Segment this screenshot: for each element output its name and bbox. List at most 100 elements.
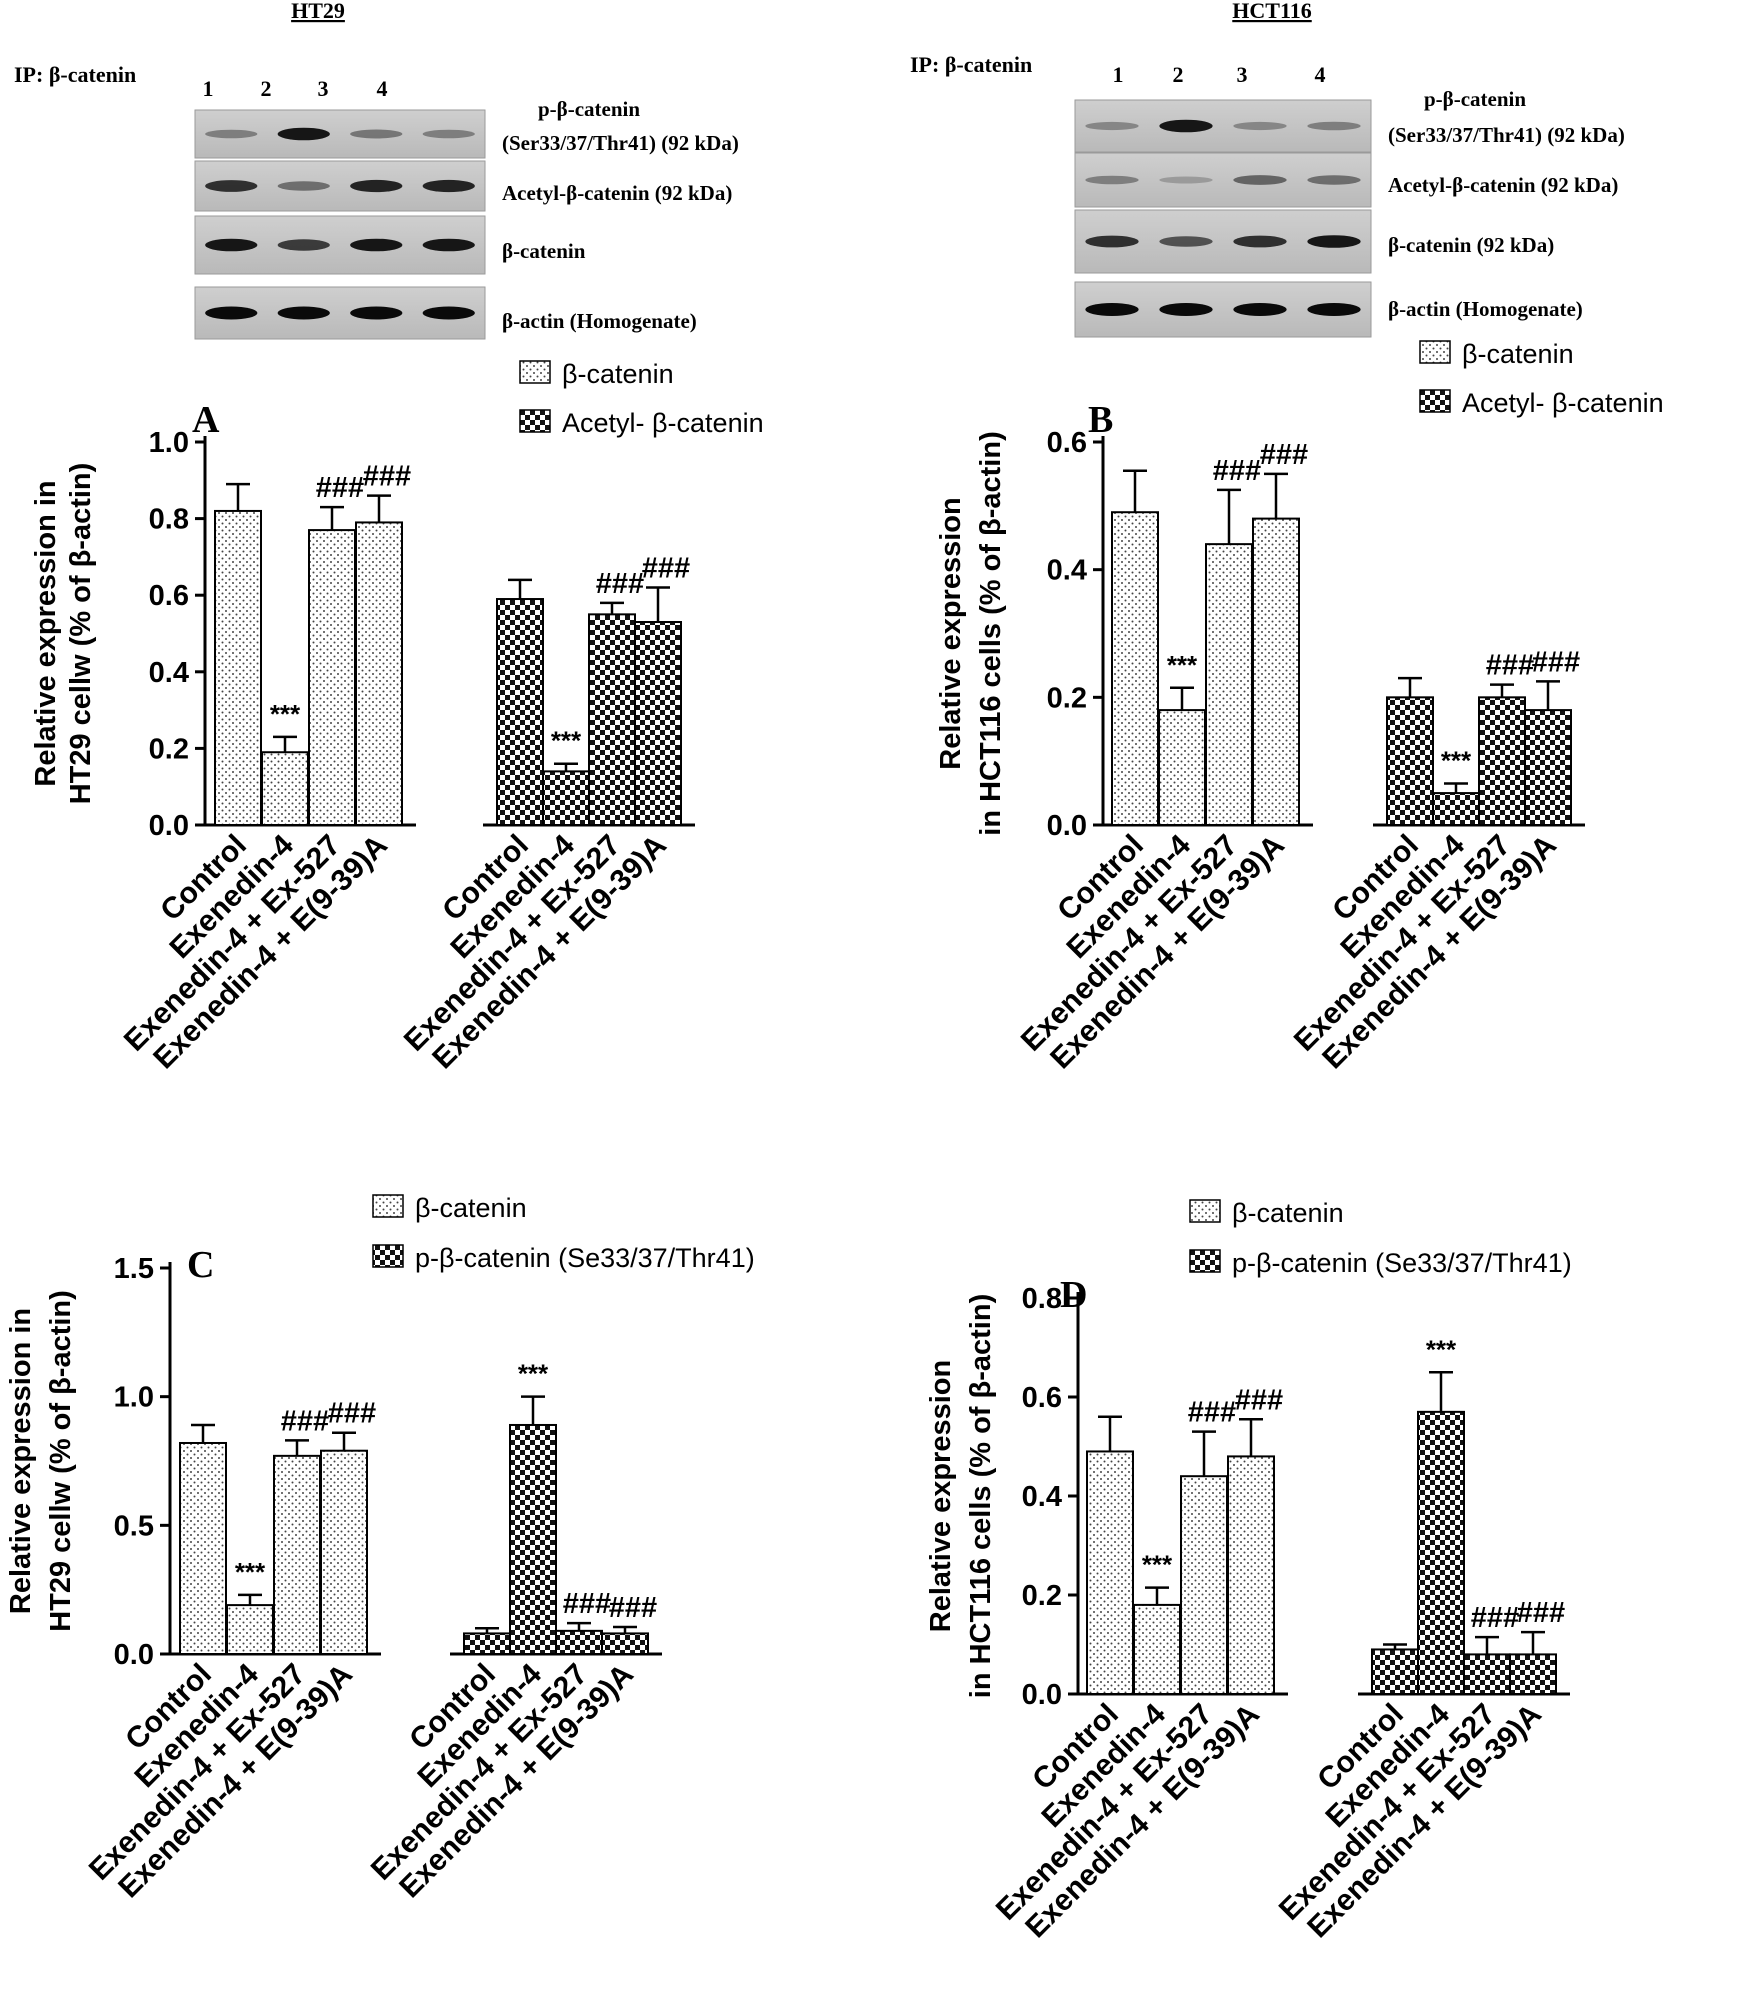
y-axis-label: in HCT116 cells (% of β-actin) <box>965 1294 997 1698</box>
legend-label: β-catenin <box>1462 339 1574 369</box>
blot-band <box>1233 235 1287 248</box>
legend-swatch <box>519 360 551 384</box>
lane-number: 3 <box>318 76 329 101</box>
blot-band <box>422 179 475 193</box>
blot-band <box>1085 303 1139 316</box>
y-axis-label: in HCT116 cells (% of β-actin) <box>975 431 1007 835</box>
bar-charts: 0.0 0.2 0.4 0.6 0.8 1.0 Relative expression in… <box>5 339 1664 1944</box>
bar <box>1180 1475 1228 1695</box>
blot-band <box>1233 175 1287 185</box>
y-axis-label: HT29 cellw (% of β-actin) <box>65 463 97 805</box>
bar <box>355 521 403 826</box>
band-label: Acetyl-β-catenin (92 kDa) <box>502 181 732 205</box>
significance-marker: *** <box>551 726 582 756</box>
bar <box>634 621 682 827</box>
lane-number: 2 <box>1173 62 1184 87</box>
y-tick-label: 0.8 <box>149 504 189 536</box>
legend-swatch <box>372 1244 404 1268</box>
y-axis-label: Relative expression <box>925 1360 957 1632</box>
lane-number: 3 <box>1237 62 1248 87</box>
band-label: β-actin (Homogenate) <box>502 309 697 333</box>
significance-marker: ### <box>1213 455 1261 487</box>
significance-marker: ### <box>596 568 644 600</box>
significance-marker: ### <box>1532 646 1580 678</box>
y-axis-label: HT29 cellw (% of β-actin) <box>45 1290 77 1632</box>
bar <box>1463 1653 1511 1696</box>
significance-marker: ### <box>363 461 411 493</box>
significance-marker: ### <box>1517 1597 1565 1629</box>
bar <box>1086 1450 1134 1695</box>
blot-band <box>350 179 403 193</box>
significance-marker: *** <box>1441 746 1472 776</box>
blot-band <box>1233 121 1287 131</box>
y-tick-label: 0.6 <box>1022 1382 1062 1414</box>
bar <box>179 1441 227 1656</box>
y-tick-label: 1.0 <box>149 427 189 459</box>
blot-band <box>1307 175 1361 185</box>
significance-marker: ### <box>1235 1384 1283 1416</box>
band-label: p-β-catenin <box>538 97 640 121</box>
bar <box>320 1449 368 1655</box>
lane-number: 4 <box>1315 62 1326 87</box>
bar <box>463 1632 511 1655</box>
panel-letter: A <box>192 399 220 441</box>
western-blots: HT29 IP: β-catenin 1 2 3 4 p-β-catenin (Ser33/3… <box>14 0 1625 340</box>
blot-band <box>350 306 403 320</box>
significance-marker: *** <box>518 1359 549 1389</box>
y-tick-label: 0.4 <box>149 657 189 689</box>
bar <box>1205 543 1253 827</box>
significance-marker: *** <box>235 1557 266 1587</box>
blot-panel-ht29: HT29 IP: β-catenin 1 2 3 4 p-β-catenin (Ser33/3… <box>14 0 739 340</box>
bar <box>1133 1603 1181 1696</box>
bar <box>1386 696 1434 826</box>
significance-marker: ### <box>563 1588 611 1620</box>
bar <box>1252 517 1300 826</box>
blot-band <box>1085 175 1139 185</box>
bar <box>261 751 309 826</box>
lane-number: 1 <box>203 76 214 101</box>
blot-band <box>1307 121 1361 131</box>
y-tick-label: 0.0 <box>114 1639 154 1671</box>
blot-title: HCT116 <box>1232 0 1311 23</box>
blot-band <box>1307 303 1361 316</box>
legend-label: p-β-catenin (Se33/37/Thr41) <box>1232 1248 1572 1278</box>
chart-panel-b: 0.0 0.2 0.4 0.6 Relative expression in HCT116… <box>935 339 1664 1075</box>
lane-number: 1 <box>1113 62 1124 87</box>
blot-band <box>1159 236 1213 247</box>
bar <box>1371 1648 1419 1695</box>
y-tick-label: 0.8 <box>1022 1283 1062 1315</box>
y-axis-label: Relative expression in <box>5 1308 37 1614</box>
blot-band <box>1233 303 1287 316</box>
bar <box>1158 709 1206 826</box>
bar <box>1509 1653 1557 1696</box>
legend-label: β-catenin <box>562 359 674 389</box>
legend-label: Acetyl- β-catenin <box>562 408 764 438</box>
y-tick-label: 0.2 <box>1022 1580 1062 1612</box>
y-tick-label: 0.5 <box>114 1510 154 1542</box>
legend-swatch <box>1419 340 1451 364</box>
blot-band <box>205 129 258 139</box>
legend-swatch <box>1189 1199 1221 1223</box>
significance-marker: ### <box>1471 1602 1519 1634</box>
blot-band <box>277 306 330 320</box>
bar <box>1432 792 1480 826</box>
significance-marker: *** <box>1142 1550 1173 1580</box>
significance-marker: ### <box>1486 650 1534 682</box>
blot-band <box>277 181 330 191</box>
blot-band <box>205 306 258 320</box>
legend-label: β-catenin <box>415 1193 527 1223</box>
significance-marker: ### <box>316 472 364 504</box>
blot-band <box>205 238 258 252</box>
bar <box>308 529 356 827</box>
bar <box>588 613 636 826</box>
lane-number: 2 <box>261 76 272 101</box>
ip-label: IP: β-catenin <box>910 52 1032 77</box>
legend-swatch <box>1419 389 1451 413</box>
band-label: p-β-catenin <box>1424 87 1526 111</box>
chart-panel-d: 0.0 0.2 0.4 0.6 0.8 Relative expression in HCT… <box>925 1198 1572 1944</box>
y-tick-label: 0.0 <box>1022 1679 1062 1711</box>
y-tick-label: 0.4 <box>1047 555 1087 587</box>
bar <box>1417 1410 1465 1695</box>
legend-label: Acetyl- β-catenin <box>1462 388 1664 418</box>
